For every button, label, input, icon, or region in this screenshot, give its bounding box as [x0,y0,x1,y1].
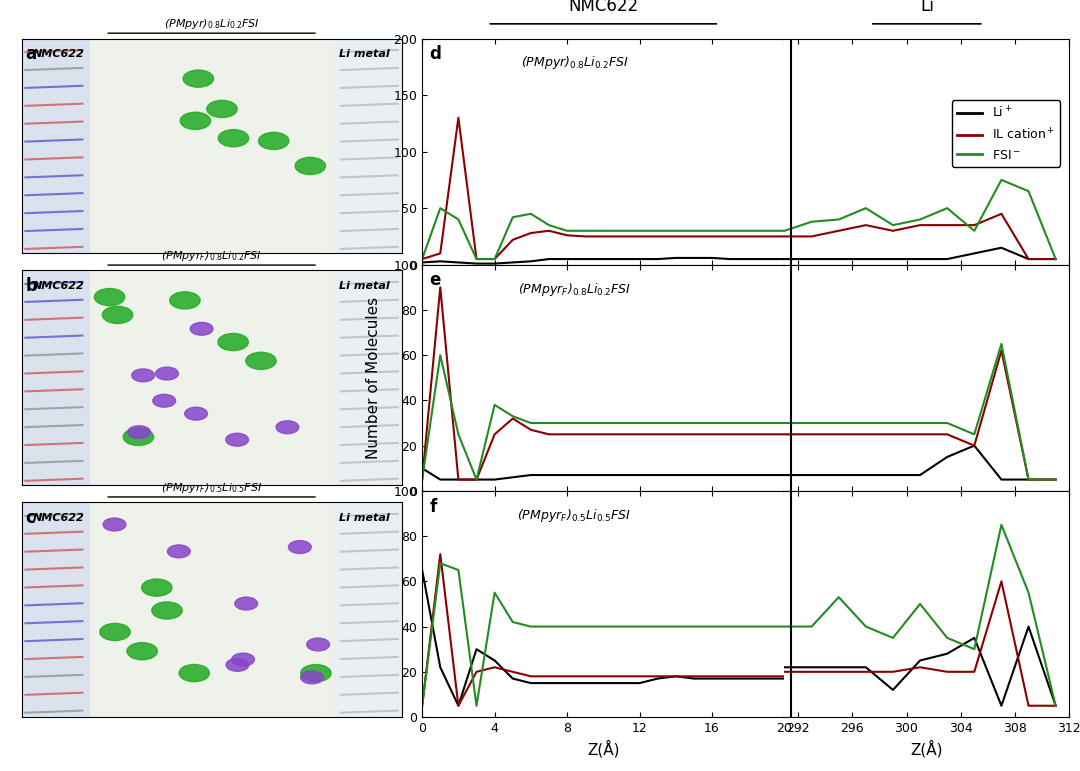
Bar [334,271,402,485]
Circle shape [206,100,238,117]
Circle shape [152,394,176,407]
Text: Number of Molecules: Number of Molecules [366,297,381,459]
X-axis label: Z(Å): Z(Å) [910,740,943,758]
Circle shape [152,602,183,619]
Legend: Li$^+$, IL cation$^+$, FSI$^-$: Li$^+$, IL cation$^+$, FSI$^-$ [951,100,1061,167]
Text: (PMpyr)$_{0.8}$Li$_{0.2}$FSI: (PMpyr)$_{0.8}$Li$_{0.2}$FSI [164,17,259,31]
Circle shape [288,540,311,554]
Text: (PMpyr$_F$)$_{0.5}$Li$_{0.5}$FSI: (PMpyr$_F$)$_{0.5}$Li$_{0.5}$FSI [161,481,262,495]
Circle shape [307,638,329,651]
Bar [334,39,402,253]
Circle shape [226,433,248,446]
Circle shape [103,518,126,531]
Circle shape [156,367,178,380]
Circle shape [180,113,211,130]
Circle shape [103,306,133,324]
Circle shape [258,133,288,150]
Circle shape [99,624,131,641]
Circle shape [167,545,190,557]
Text: NMC622: NMC622 [33,513,84,523]
Text: Li metal: Li metal [339,513,390,523]
Bar [22,39,90,253]
Text: e: e [430,271,441,289]
Text: (PMpyr)$_{0.8}$Li$_{0.2}$FSI: (PMpyr)$_{0.8}$Li$_{0.2}$FSI [521,55,629,72]
X-axis label: Z(Å): Z(Å) [588,740,620,758]
Bar [90,271,334,485]
Circle shape [127,426,150,439]
Bar [22,503,90,717]
Text: (PMpyr$_F$)$_{0.8}$Li$_{0.2}$FSI: (PMpyr$_F$)$_{0.8}$Li$_{0.2}$FSI [161,249,262,263]
Circle shape [132,369,154,382]
Circle shape [185,407,207,420]
Text: Li: Li [920,0,934,15]
Text: NMC622: NMC622 [33,281,84,291]
Circle shape [226,658,248,672]
Text: Li metal: Li metal [339,49,390,59]
Circle shape [190,322,213,335]
Text: c: c [26,509,36,527]
Circle shape [232,653,255,666]
Circle shape [276,421,299,433]
Circle shape [246,352,276,369]
Bar [90,39,334,253]
Circle shape [170,291,200,309]
Bar [90,503,334,717]
Text: (PMpyr$_F$)$_{0.5}$Li$_{0.5}$FSI: (PMpyr$_F$)$_{0.5}$Li$_{0.5}$FSI [517,507,631,524]
Text: Li metal: Li metal [339,281,390,291]
Text: f: f [430,497,436,516]
Text: NMC622: NMC622 [33,49,84,59]
Circle shape [300,671,323,684]
Bar [334,503,402,717]
Text: a: a [26,45,37,63]
Circle shape [141,579,172,596]
Text: d: d [430,45,442,63]
Text: (PMpyr$_F$)$_{0.8}$Li$_{0.2}$FSI: (PMpyr$_F$)$_{0.8}$Li$_{0.2}$FSI [517,281,631,298]
Text: b: b [26,277,38,295]
Circle shape [179,665,210,682]
Bar [22,271,90,485]
Text: NMC622: NMC622 [568,0,638,15]
Circle shape [94,288,125,305]
Circle shape [300,665,332,682]
Circle shape [184,70,214,87]
Circle shape [295,157,325,174]
Circle shape [218,130,248,146]
Circle shape [234,597,258,610]
Circle shape [218,334,248,351]
Circle shape [123,428,153,446]
Circle shape [127,642,158,660]
